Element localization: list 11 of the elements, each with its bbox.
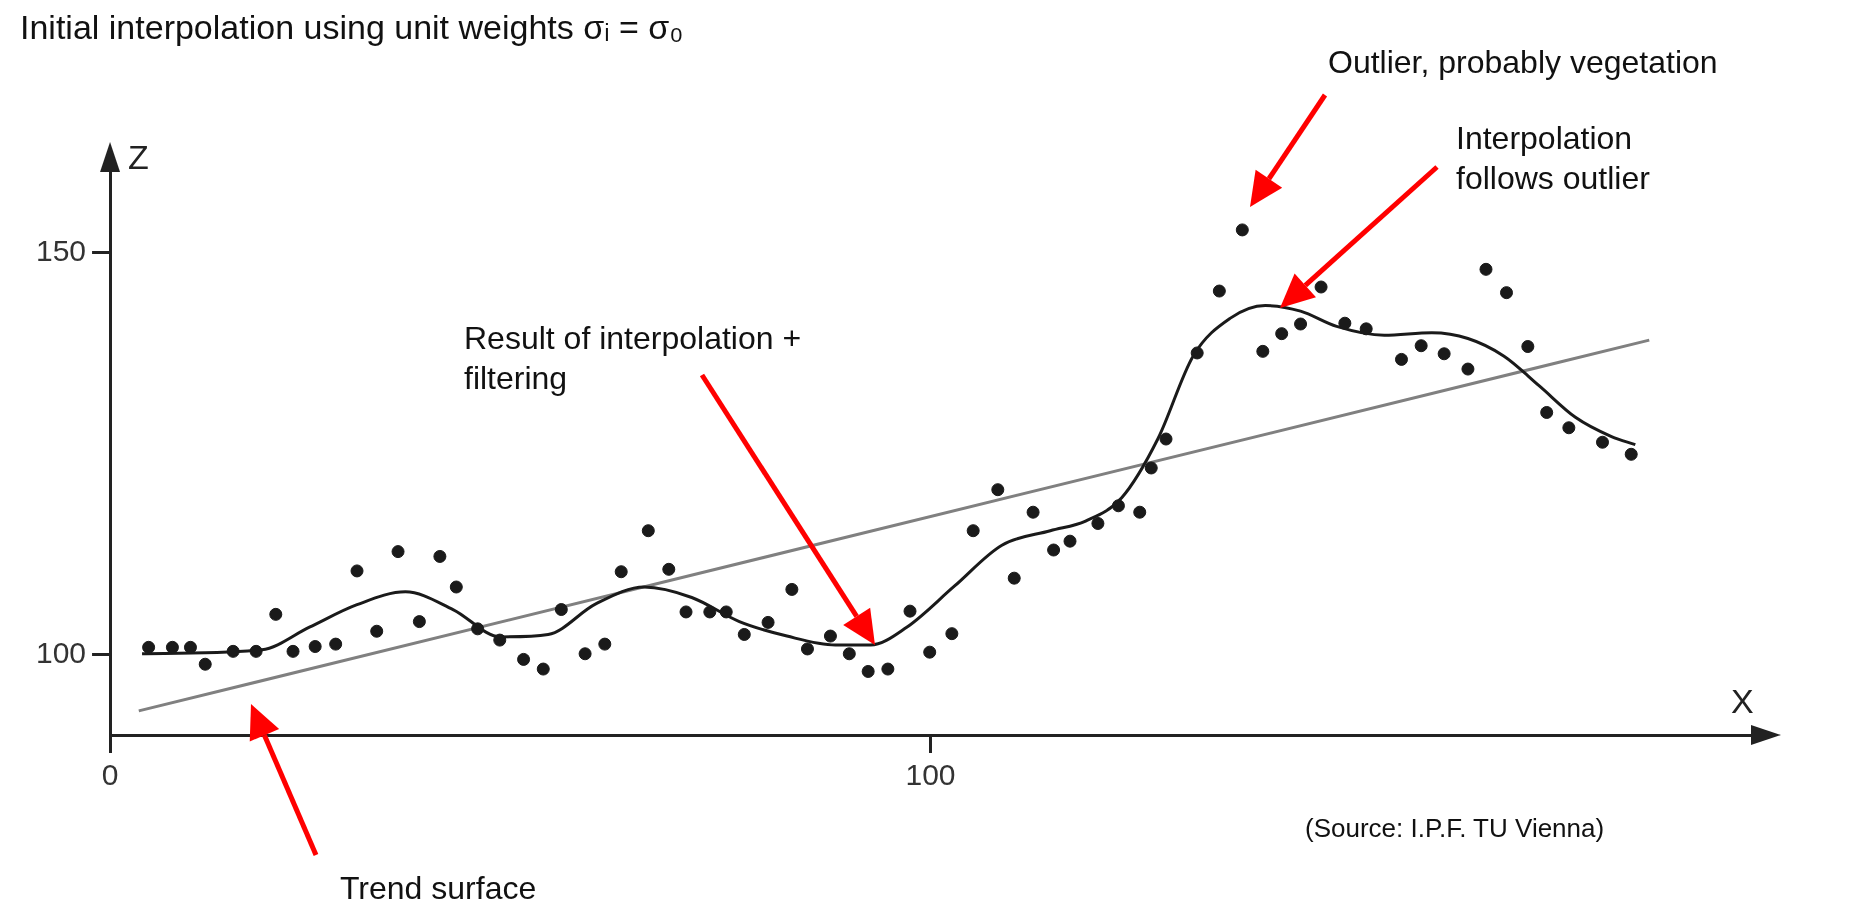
chart-title: Initial interpolation using unit weights σᵢ = σ₀ xyxy=(20,7,684,48)
y-tick-label: 150 xyxy=(35,233,87,267)
text: Outlier, probably vegetation xyxy=(1328,43,1718,82)
text: Trend surface xyxy=(340,869,537,908)
y-axis-title: Z xyxy=(128,138,149,177)
line-series xyxy=(140,304,1637,656)
text: (Source: I.P.F. TU Vienna) xyxy=(1305,812,1605,845)
x-axis-title: X xyxy=(1731,682,1754,721)
x-tick-label: 0 xyxy=(101,758,119,792)
annotation: Interpolation follows outlier xyxy=(1456,119,1650,198)
annotation: Result of interpolation + filtering xyxy=(464,319,802,398)
